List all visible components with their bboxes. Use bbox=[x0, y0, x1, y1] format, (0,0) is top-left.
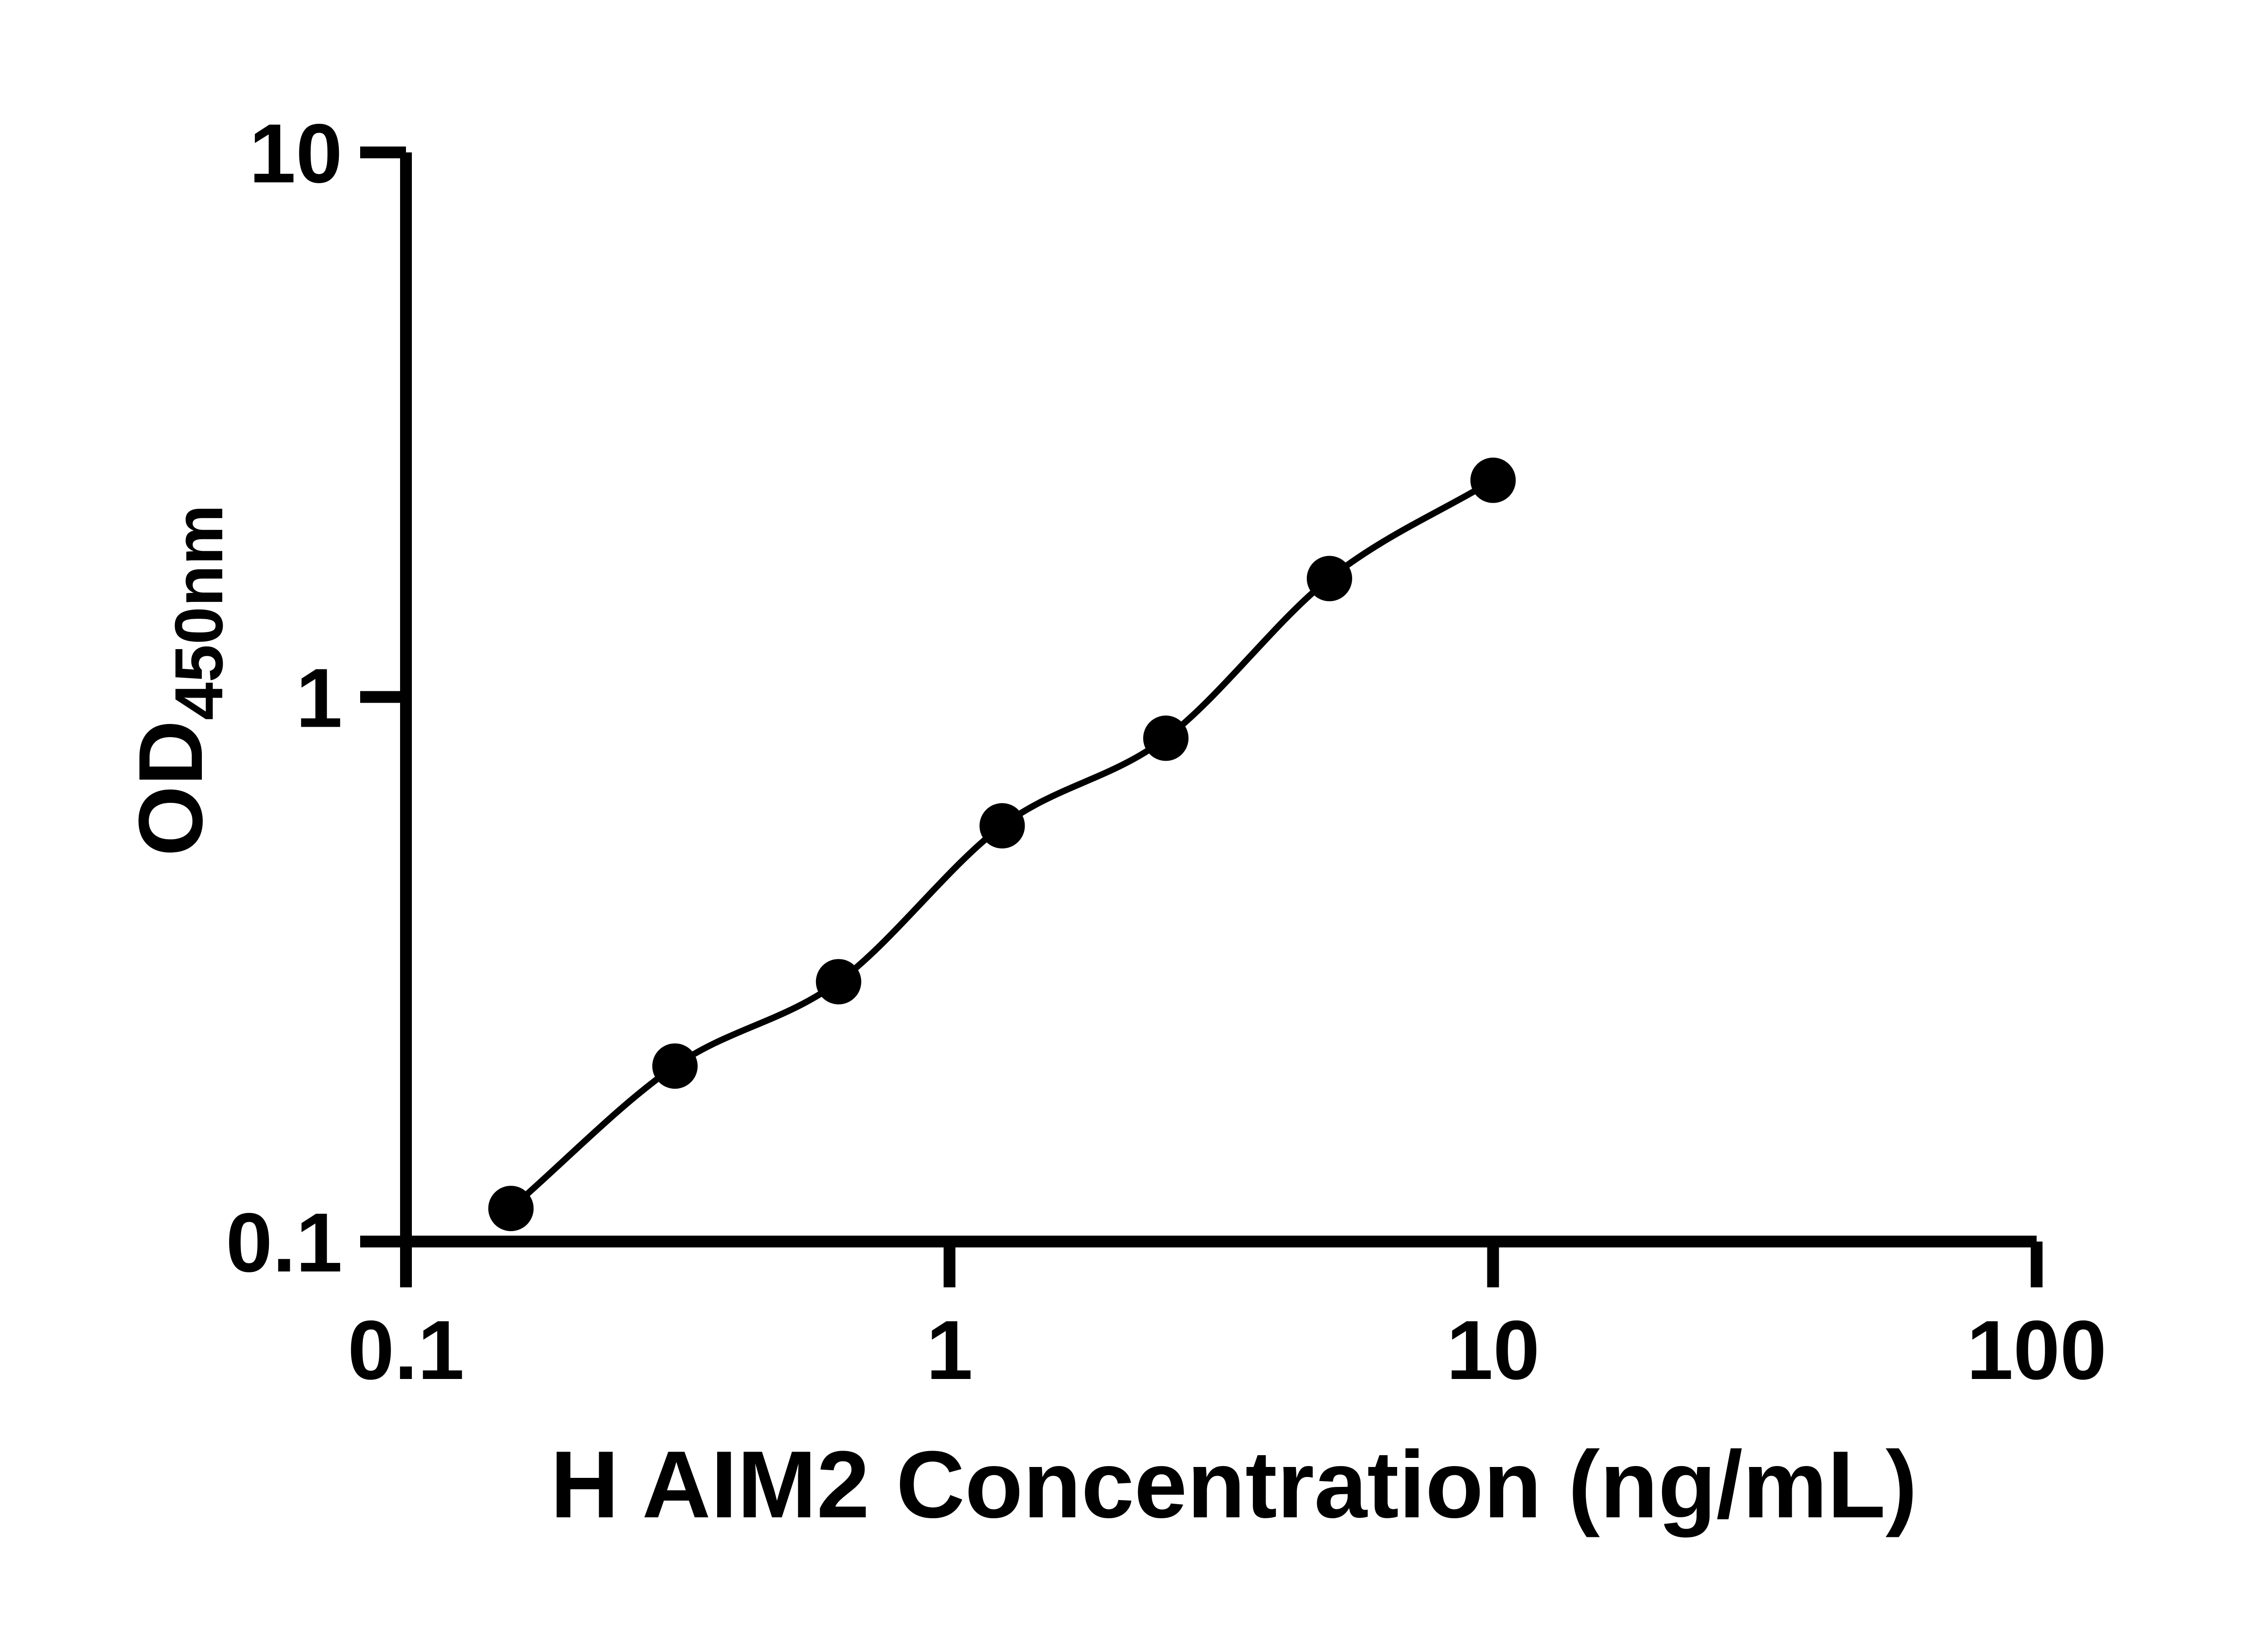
y-axis-title-subscript: 450nm bbox=[161, 504, 237, 720]
y-axis-tick-labels: 0.1 1 10 bbox=[226, 107, 342, 1290]
y-tick-label: 1 bbox=[296, 652, 342, 745]
y-tick-label: 0.1 bbox=[226, 1196, 342, 1290]
x-tick-label: 100 bbox=[1967, 1304, 2107, 1397]
data-point bbox=[1470, 457, 1516, 503]
data-point bbox=[816, 959, 861, 1005]
x-tick-label: 1 bbox=[926, 1304, 973, 1397]
x-tick-label: 0.1 bbox=[347, 1304, 464, 1397]
data-points bbox=[488, 457, 1516, 1232]
y-axis-ticks bbox=[360, 147, 406, 1247]
x-axis-tick-labels: 0.1 1 10 100 bbox=[347, 1304, 2107, 1397]
y-axis-title: OD450nm bbox=[120, 504, 237, 856]
data-series bbox=[488, 457, 1516, 1232]
x-axis-ticks bbox=[400, 1242, 2043, 1287]
y-tick-label: 10 bbox=[249, 107, 342, 200]
data-point bbox=[652, 1043, 698, 1089]
data-point bbox=[979, 803, 1025, 849]
y-axis-title-main: OD bbox=[120, 720, 221, 856]
data-point bbox=[1306, 556, 1352, 601]
data-point bbox=[488, 1186, 534, 1232]
axes bbox=[360, 152, 2037, 1287]
x-tick-label: 10 bbox=[1447, 1304, 1540, 1397]
x-axis-title: H AIM2 Concentration (ng/mL) bbox=[550, 1431, 1917, 1538]
data-point bbox=[1143, 715, 1189, 761]
